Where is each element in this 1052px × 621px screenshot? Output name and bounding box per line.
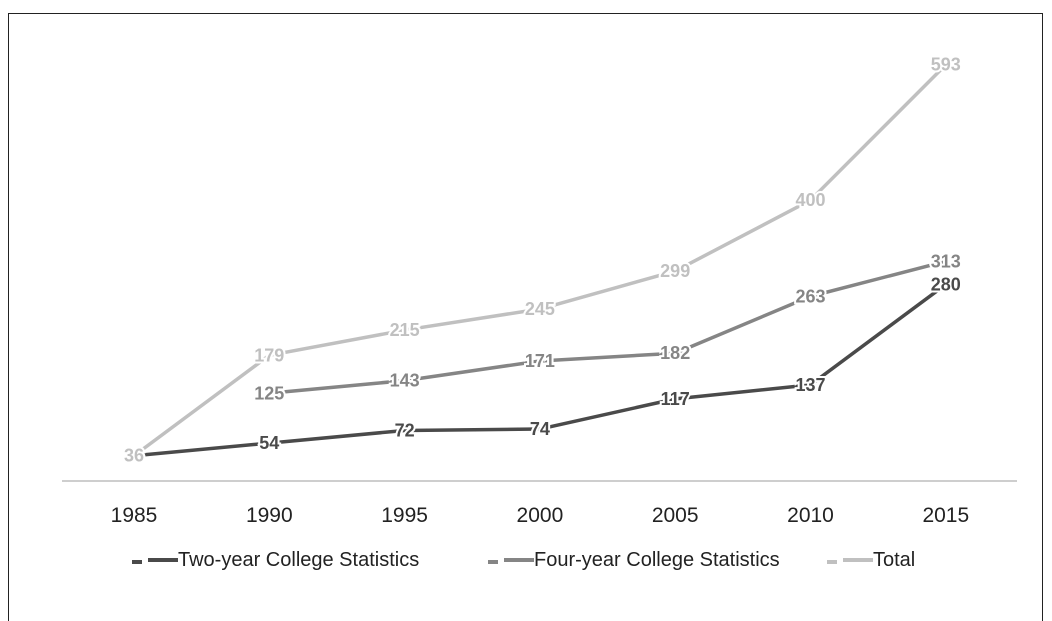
x-tick-label: 2000 [517, 504, 564, 527]
data-label: 171 [525, 351, 555, 371]
data-label: 280 [931, 274, 961, 294]
data-label: 263 [795, 286, 825, 306]
data-label: 74 [530, 419, 550, 439]
data-label: 72 [395, 420, 415, 440]
data-label: 299 [660, 261, 690, 281]
data-label: 313 [931, 251, 961, 271]
x-tick-labels: 1985 1990 1995 2000 2005 2010 2015 [111, 504, 970, 527]
x-tick-label: 2015 [922, 504, 969, 527]
series-line-1 [269, 261, 946, 393]
data-label: 179 [254, 345, 284, 365]
data-label: 137 [795, 375, 825, 395]
x-tick-label: 1985 [111, 504, 158, 527]
data-label: 117 [661, 389, 690, 409]
data-label: 182 [660, 343, 690, 363]
data-label: 125 [254, 383, 284, 403]
data-label: 215 [390, 320, 420, 340]
data-label: 400 [795, 190, 825, 210]
legend-label: Two-year College Statistics [178, 549, 419, 571]
data-label: 54 [259, 433, 279, 453]
data-label: 593 [931, 55, 961, 75]
x-tick-label: 2005 [652, 504, 699, 527]
x-tick-label: 1995 [381, 504, 428, 527]
legend: Two-year College Statistics Four-year Col… [132, 549, 915, 571]
legend-label: Total [873, 549, 915, 571]
x-tick-label: 2010 [787, 504, 834, 527]
data-label: 36 [124, 446, 144, 466]
x-tick-label: 1990 [246, 504, 293, 527]
data-label: 245 [525, 299, 555, 319]
legend-label: Four-year College Statistics [534, 549, 780, 571]
data-label: 143 [390, 371, 420, 391]
